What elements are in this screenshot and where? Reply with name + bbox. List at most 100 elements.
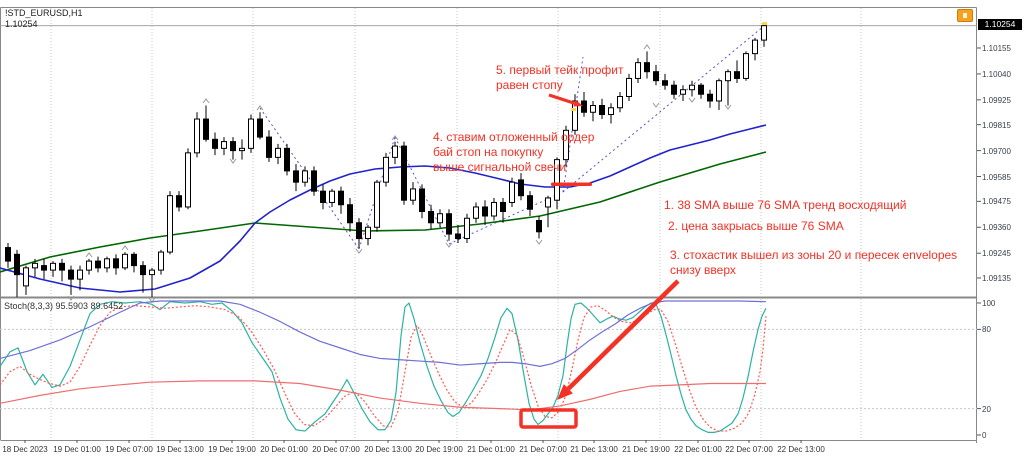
candle[interactable] [590, 100, 596, 122]
candle[interactable] [545, 195, 551, 228]
candle[interactable] [455, 225, 461, 244]
percent-D-line [0, 305, 767, 432]
candle[interactable] [257, 112, 263, 140]
candle[interactable] [725, 69, 731, 106]
candle[interactable] [563, 125, 569, 167]
candle[interactable] [653, 64, 659, 86]
candle[interactable] [392, 141, 398, 165]
candle[interactable] [401, 141, 407, 205]
candle[interactable] [491, 197, 497, 221]
candle[interactable] [617, 91, 623, 113]
candle[interactable] [68, 265, 74, 295]
candle[interactable] [419, 184, 425, 219]
time-axis-label: 22 Dec 13:00 [777, 445, 825, 454]
candle[interactable] [275, 143, 281, 165]
candle[interactable] [149, 267, 155, 298]
candle[interactable] [77, 265, 83, 291]
candle[interactable] [428, 204, 434, 230]
candle[interactable] [383, 152, 389, 187]
candle[interactable] [365, 225, 371, 246]
candle[interactable] [680, 85, 686, 101]
annotation-line: 4. ставим отложенный ордер [433, 130, 595, 144]
candle[interactable] [122, 252, 128, 271]
candle[interactable] [347, 197, 353, 232]
envelope-lower-line [0, 380, 766, 411]
candle[interactable] [707, 89, 713, 108]
candle[interactable] [320, 184, 326, 210]
candle[interactable] [212, 132, 218, 156]
candle[interactable] [482, 200, 488, 226]
candle[interactable] [743, 51, 749, 81]
candle[interactable] [527, 191, 533, 216]
candle[interactable] [23, 265, 29, 295]
candle[interactable] [50, 261, 56, 277]
candle[interactable] [689, 80, 695, 97]
candle[interactable] [608, 103, 614, 124]
candle[interactable] [536, 215, 542, 239]
candle[interactable] [410, 182, 416, 205]
candle[interactable] [509, 177, 515, 207]
candle[interactable] [113, 254, 119, 275]
candle[interactable] [131, 252, 137, 273]
candle[interactable] [572, 94, 578, 135]
annotation-sma-trend: 1. 38 SMA выше 76 SMA тренд восходящий [664, 198, 907, 212]
stochastic-highlight-box[interactable] [519, 408, 578, 429]
candle[interactable] [500, 197, 506, 223]
candle[interactable] [32, 258, 38, 277]
candle[interactable] [59, 258, 65, 282]
candle[interactable] [734, 60, 740, 83]
candle[interactable] [356, 218, 362, 248]
candle[interactable] [248, 114, 254, 153]
candle[interactable] [338, 186, 344, 214]
candle[interactable] [176, 191, 182, 212]
entry-level-line[interactable] [551, 182, 592, 187]
candle[interactable] [716, 78, 722, 111]
time-axis-label: 22 Dec 01:00 [674, 445, 722, 454]
candle[interactable] [239, 139, 245, 160]
candle[interactable] [167, 191, 173, 255]
candle[interactable] [698, 82, 704, 99]
candle[interactable] [644, 51, 650, 79]
candle[interactable] [671, 80, 677, 99]
candle[interactable] [473, 202, 479, 223]
candle[interactable] [626, 73, 632, 101]
candle[interactable] [329, 188, 335, 207]
annotation-line: 3. стохастик вышел из зоны 20 и пересек … [670, 248, 958, 262]
candle[interactable] [437, 209, 443, 228]
fractal-up-icon [256, 105, 264, 111]
candle[interactable] [86, 258, 92, 275]
candle[interactable] [599, 98, 605, 120]
candle[interactable] [266, 130, 272, 162]
candle[interactable] [446, 209, 452, 241]
candle[interactable] [41, 258, 47, 280]
candle[interactable] [140, 261, 146, 293]
candle[interactable] [293, 164, 299, 192]
candle[interactable] [518, 173, 524, 201]
annotation-line: 5. первый тейк профит [496, 63, 624, 77]
candle[interactable] [761, 24, 767, 47]
candle[interactable] [5, 243, 11, 268]
candle[interactable] [221, 137, 227, 156]
candle[interactable] [203, 105, 209, 142]
candle[interactable] [464, 213, 470, 244]
candle[interactable] [194, 112, 200, 158]
candle[interactable] [158, 249, 164, 275]
take-profit-arrow[interactable] [548, 93, 575, 105]
candle[interactable] [104, 256, 110, 273]
envelope-upper-line [0, 300, 767, 367]
candle[interactable] [230, 137, 236, 160]
chart-corner-icon[interactable] [957, 9, 973, 22]
candle[interactable] [581, 91, 587, 117]
candle[interactable] [752, 37, 758, 61]
candle[interactable] [311, 166, 317, 196]
candle[interactable] [302, 166, 308, 187]
candle[interactable] [14, 249, 20, 298]
candle[interactable] [662, 73, 668, 90]
candle[interactable] [284, 143, 290, 176]
candle[interactable] [374, 179, 380, 232]
candle[interactable] [185, 148, 191, 210]
candle[interactable] [95, 256, 101, 273]
candle[interactable] [635, 58, 641, 83]
stochastic-signal-arrow[interactable] [566, 279, 680, 391]
